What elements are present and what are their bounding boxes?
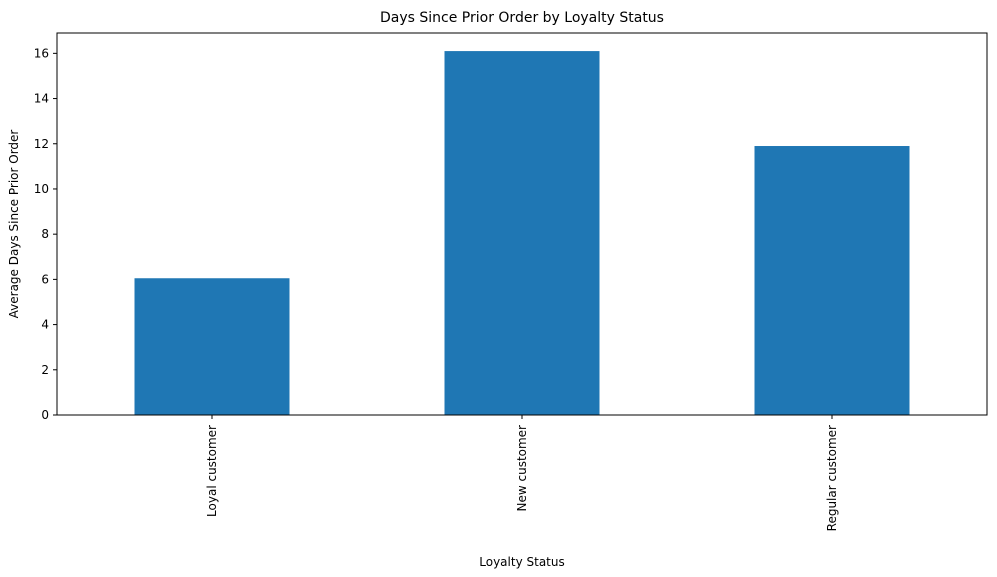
- x-tick-label: Regular customer: [825, 425, 839, 531]
- y-tick-label: 0: [41, 408, 49, 422]
- plot-frame: [56, 32, 988, 416]
- y-tick-label: 12: [34, 137, 49, 151]
- bar: [134, 278, 290, 415]
- y-tick-label: 8: [41, 227, 49, 241]
- bar: [754, 146, 910, 415]
- y-axis-label: Average Days Since Prior Order: [7, 130, 21, 319]
- x-axis-label: Loyalty Status: [479, 555, 564, 569]
- y-tick-label: 4: [41, 318, 49, 332]
- y-tick-label: 6: [41, 272, 49, 286]
- bar: [444, 51, 600, 416]
- y-tick-label: 14: [34, 92, 49, 106]
- y-tick-label: 2: [41, 363, 49, 377]
- plot-area: 0 2 4 6 8 10 12 14 16 Loyal customer New customer R…: [34, 32, 988, 531]
- chart-title: Days Since Prior Order by Loyalty Status: [380, 10, 664, 26]
- x-tick-label: New customer: [515, 425, 529, 512]
- y-tick-label: 10: [34, 182, 49, 196]
- x-tick-label: Loyal customer: [205, 425, 219, 517]
- y-tick-label: 16: [34, 46, 49, 60]
